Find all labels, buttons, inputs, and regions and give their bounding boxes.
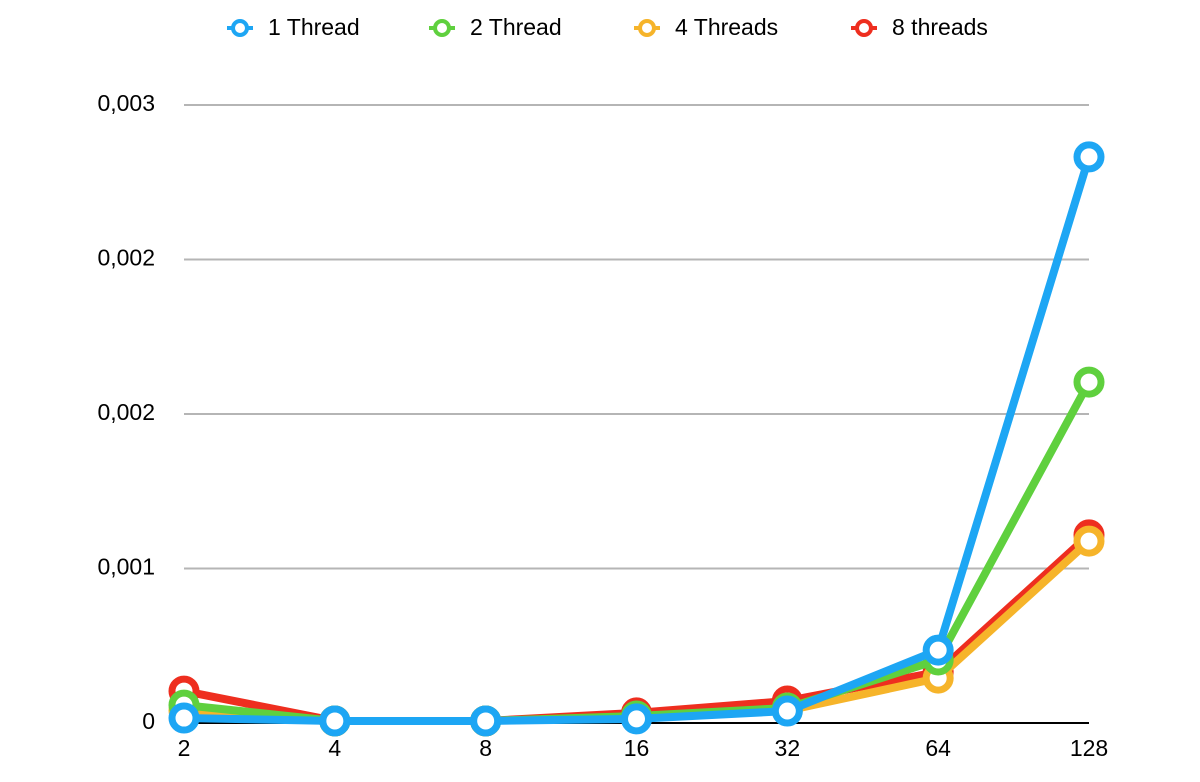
legend-marker bbox=[231, 19, 249, 37]
x-tick-label: 64 bbox=[925, 735, 951, 761]
y-tick-label: 0,002 bbox=[97, 245, 155, 271]
point-marker bbox=[621, 703, 652, 735]
x-tick-label: 16 bbox=[624, 735, 650, 761]
x-tick-label: 2 bbox=[178, 735, 191, 761]
x-tick-label: 128 bbox=[1070, 735, 1108, 761]
point-marker bbox=[922, 634, 954, 666]
y-tick-label: 0,003 bbox=[97, 90, 155, 116]
point-marker bbox=[168, 702, 200, 734]
point-marker bbox=[319, 705, 351, 737]
point-marker bbox=[771, 695, 803, 727]
legend-label: 2 Thread bbox=[470, 14, 562, 40]
legend-label: 8 threads bbox=[892, 14, 988, 40]
legend-marker bbox=[638, 19, 656, 37]
point-marker bbox=[1073, 366, 1105, 398]
point-marker bbox=[470, 705, 502, 737]
legend-marker bbox=[433, 19, 451, 37]
x-tick-label: 8 bbox=[479, 735, 492, 761]
x-tick-label: 4 bbox=[328, 735, 341, 761]
x-tick-label: 32 bbox=[775, 735, 801, 761]
y-tick-label: 0,001 bbox=[97, 554, 155, 580]
legend-marker bbox=[855, 19, 873, 37]
legend-label: 4 Threads bbox=[675, 14, 778, 40]
y-tick-label: 0 bbox=[142, 708, 155, 734]
point-marker bbox=[1073, 525, 1105, 557]
legend-label: 1 Thread bbox=[268, 14, 360, 40]
point-marker bbox=[1073, 141, 1105, 173]
y-tick-label: 0,002 bbox=[97, 399, 155, 425]
